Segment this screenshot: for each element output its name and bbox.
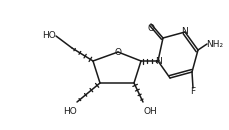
Text: O: O: [147, 24, 155, 32]
Text: O: O: [114, 47, 122, 57]
Text: HO: HO: [63, 106, 77, 115]
Text: N: N: [156, 57, 162, 66]
Text: N: N: [182, 27, 188, 35]
Text: HO: HO: [42, 31, 56, 40]
Text: NH₂: NH₂: [206, 40, 224, 48]
Text: OH: OH: [143, 106, 157, 115]
Text: F: F: [191, 87, 196, 96]
